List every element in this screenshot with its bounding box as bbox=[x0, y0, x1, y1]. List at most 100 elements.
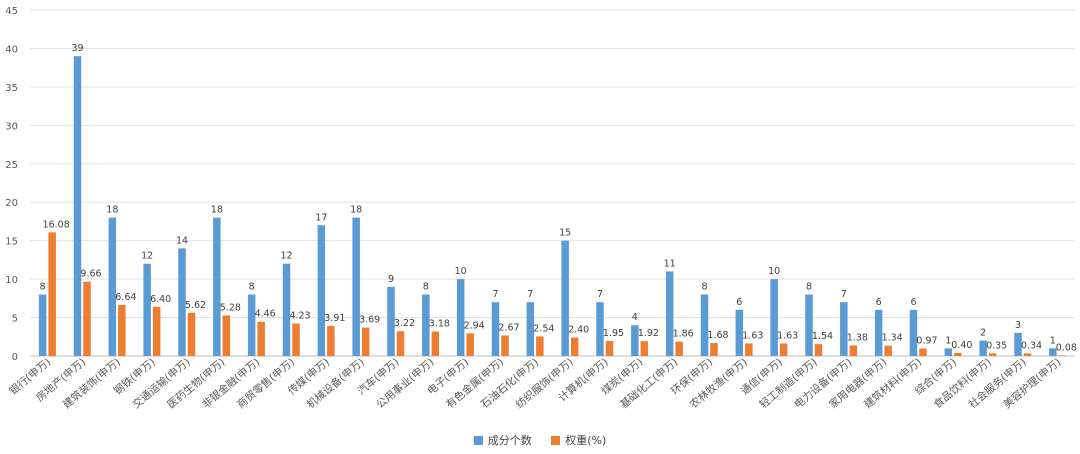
data-label-count: 7 bbox=[841, 289, 847, 300]
x-tick-label: 美容护理(申万) bbox=[1001, 355, 1064, 411]
x-tick-label: 机械设备(申万) bbox=[304, 355, 367, 411]
x-tick-label: 电力设备(申万) bbox=[792, 355, 855, 411]
y-tick-label: 15 bbox=[5, 237, 18, 248]
legend-item-count: 成分个数 bbox=[473, 432, 532, 448]
x-tick-label: 建筑装饰(申万) bbox=[60, 355, 123, 411]
data-label-weight: 0.97 bbox=[916, 336, 937, 347]
data-label-weight: 2.54 bbox=[533, 323, 554, 334]
bar-weight bbox=[1058, 355, 1067, 356]
bar-weight bbox=[988, 353, 997, 356]
bar-count bbox=[178, 248, 186, 356]
bar-count bbox=[805, 294, 813, 356]
bar-weight bbox=[919, 348, 927, 356]
bar-count bbox=[143, 263, 151, 356]
data-label-count: 1 bbox=[1050, 335, 1056, 346]
y-tick-label: 30 bbox=[5, 121, 18, 132]
data-label-weight: 3.22 bbox=[394, 318, 415, 329]
bar-weight bbox=[327, 325, 335, 356]
data-label-count: 14 bbox=[176, 235, 188, 246]
bar-count bbox=[770, 279, 778, 356]
bar-count bbox=[491, 302, 500, 356]
bar-count bbox=[840, 302, 848, 356]
bar-weight bbox=[152, 306, 161, 356]
bar-weight bbox=[745, 343, 753, 356]
bar-count bbox=[1014, 332, 1022, 356]
data-label-count: 39 bbox=[71, 43, 83, 54]
data-label-count: 11 bbox=[664, 258, 676, 269]
y-tick-label: 10 bbox=[5, 275, 18, 286]
bar-weight bbox=[640, 341, 649, 356]
data-label-count: 6 bbox=[736, 297, 742, 308]
x-tick-label: 家用电器(申万) bbox=[826, 355, 889, 411]
bar-weight bbox=[83, 281, 91, 356]
data-label-weight: 2.40 bbox=[568, 325, 589, 336]
data-label-count: 8 bbox=[701, 281, 707, 292]
data-label-weight: 1.34 bbox=[882, 333, 903, 344]
bar-weight bbox=[954, 352, 962, 356]
data-label-weight: 9.66 bbox=[80, 269, 101, 280]
bar-count bbox=[561, 240, 569, 356]
bar-weight bbox=[187, 312, 196, 356]
legend-swatch-weight bbox=[551, 435, 561, 445]
data-label-weight: 5.62 bbox=[185, 300, 206, 311]
data-label-weight: 1.38 bbox=[847, 332, 868, 343]
y-tick-label: 0 bbox=[12, 352, 18, 363]
bar-count bbox=[526, 302, 535, 356]
data-label-weight: 6.40 bbox=[150, 294, 171, 305]
data-label-count: 15 bbox=[559, 228, 571, 239]
data-label-count: 4 bbox=[632, 312, 638, 323]
y-tick-label: 5 bbox=[12, 314, 18, 325]
bar-count bbox=[735, 309, 744, 356]
bar-weight bbox=[814, 344, 823, 356]
data-label-count: 18 bbox=[350, 205, 362, 216]
data-label-count: 10 bbox=[455, 266, 467, 277]
bar-weight bbox=[431, 331, 440, 356]
bar-count bbox=[422, 294, 430, 356]
data-label-count: 17 bbox=[315, 212, 327, 223]
data-label-count: 8 bbox=[423, 281, 429, 292]
bar-count bbox=[700, 294, 709, 356]
data-label-weight: 0.08 bbox=[1056, 342, 1077, 353]
x-tick-label: 有色金属(申万) bbox=[443, 355, 506, 411]
data-label-weight: 1.63 bbox=[742, 330, 763, 341]
bar-weight bbox=[396, 331, 405, 356]
y-tick-label: 25 bbox=[5, 160, 18, 171]
bar-count bbox=[944, 348, 953, 356]
bar-weight bbox=[710, 343, 718, 356]
bar-weight bbox=[779, 343, 788, 356]
data-label-count: 6 bbox=[910, 297, 916, 308]
bar-weight bbox=[48, 232, 56, 356]
x-tick-label: 石油石化(申万) bbox=[478, 355, 541, 411]
legend-swatch-count bbox=[473, 435, 483, 445]
bar-count bbox=[282, 263, 291, 356]
y-tick-label: 20 bbox=[5, 198, 18, 209]
data-label-weight: 1.68 bbox=[707, 330, 728, 341]
bar-weight bbox=[605, 341, 614, 356]
y-tick-label: 45 bbox=[5, 6, 18, 17]
data-label-count: 12 bbox=[141, 251, 153, 262]
data-label-weight: 4.46 bbox=[255, 309, 276, 320]
data-label-weight: 5.28 bbox=[220, 302, 241, 313]
legend-item-weight: 权重(%) bbox=[551, 432, 606, 448]
x-tick-label: 建筑材料(申万) bbox=[861, 355, 924, 411]
bar-weight bbox=[884, 345, 892, 356]
x-tick-label: 医药生物(申万) bbox=[165, 355, 228, 411]
bar-weight bbox=[501, 335, 509, 356]
x-tick-label: 农林牧渔(申万) bbox=[687, 355, 750, 411]
data-label-weight: 3.18 bbox=[429, 319, 450, 330]
data-label-weight: 0.40 bbox=[951, 340, 972, 351]
bar-count bbox=[665, 271, 674, 356]
data-label-count: 2 bbox=[980, 328, 986, 339]
bar-count bbox=[979, 340, 987, 356]
data-label-count: 7 bbox=[492, 289, 498, 300]
data-label-count: 6 bbox=[876, 297, 882, 308]
data-label-count: 7 bbox=[527, 289, 533, 300]
bar-weight bbox=[118, 304, 126, 356]
data-label-count: 1 bbox=[945, 335, 951, 346]
legend-label-count: 成分个数 bbox=[487, 434, 532, 447]
bar-weight bbox=[292, 323, 300, 356]
data-label-count: 8 bbox=[806, 281, 812, 292]
data-label-weight: 2.67 bbox=[498, 322, 519, 333]
data-label-weight: 1.92 bbox=[638, 328, 659, 339]
